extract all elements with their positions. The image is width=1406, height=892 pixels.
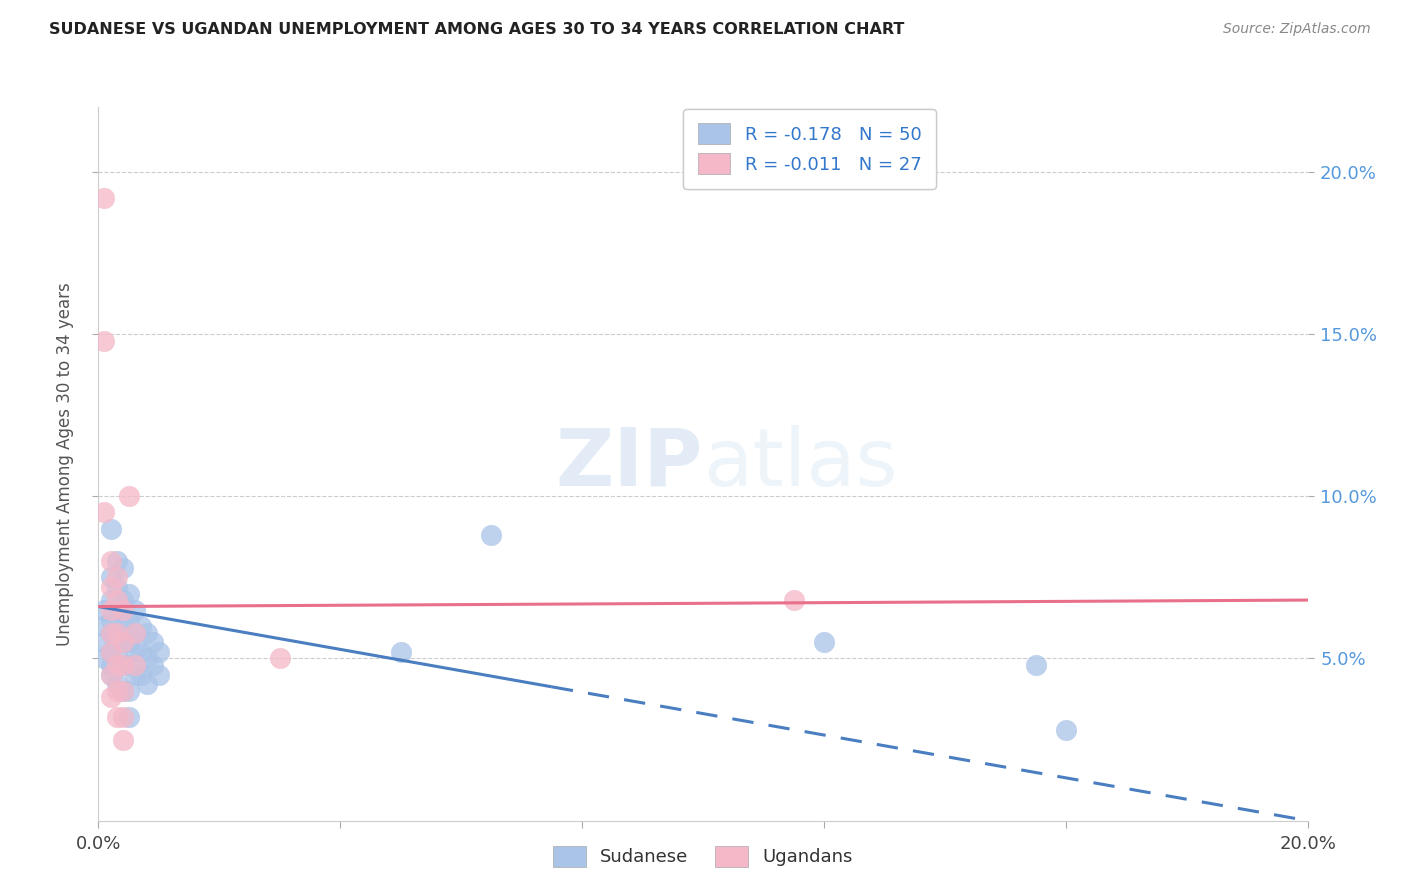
Point: [100, 667, 122, 681]
Point: [100, 625, 122, 640]
Text: Source: ZipAtlas.com: Source: ZipAtlas.com: [1223, 22, 1371, 37]
Point: [118, 684, 141, 698]
Point: [813, 635, 835, 649]
Point: [111, 635, 134, 649]
Point: [100, 593, 122, 607]
Point: [142, 635, 165, 649]
Point: [93, 191, 115, 205]
Point: [105, 677, 128, 691]
Point: [111, 619, 134, 633]
Point: [93, 635, 115, 649]
Legend: Sudanese, Ugandans: Sudanese, Ugandans: [546, 838, 860, 874]
Point: [111, 657, 134, 672]
Point: [100, 690, 122, 705]
Point: [118, 586, 141, 600]
Point: [135, 677, 157, 691]
Point: [100, 554, 122, 568]
Point: [100, 570, 122, 584]
Point: [111, 710, 134, 724]
Point: [105, 625, 128, 640]
Point: [111, 732, 134, 747]
Point: [105, 710, 128, 724]
Point: [93, 334, 115, 348]
Point: [93, 603, 115, 617]
Point: [118, 657, 141, 672]
Point: [135, 625, 157, 640]
Point: [142, 657, 165, 672]
Point: [111, 603, 134, 617]
Point: [389, 645, 412, 659]
Point: [148, 667, 170, 681]
Point: [105, 657, 128, 672]
Point: [105, 593, 128, 607]
Point: [124, 645, 146, 659]
Text: SUDANESE VS UGANDAN UNEMPLOYMENT AMONG AGES 30 TO 34 YEARS CORRELATION CHART: SUDANESE VS UGANDAN UNEMPLOYMENT AMONG A…: [49, 22, 904, 37]
Text: ZIP: ZIP: [555, 425, 703, 503]
Point: [111, 560, 134, 574]
Point: [100, 522, 122, 536]
Point: [1054, 723, 1077, 737]
Point: [124, 657, 146, 672]
Point: [105, 554, 128, 568]
Point: [93, 506, 115, 520]
Point: [783, 593, 806, 607]
Point: [93, 651, 115, 665]
Point: [100, 613, 122, 627]
Point: [111, 593, 134, 607]
Point: [118, 489, 141, 503]
Point: [1024, 657, 1046, 672]
Point: [129, 619, 152, 633]
Point: [100, 645, 122, 659]
Point: [118, 710, 141, 724]
Point: [100, 657, 122, 672]
Point: [105, 684, 128, 698]
Point: [100, 580, 122, 594]
Point: [105, 570, 128, 584]
Point: [111, 635, 134, 649]
Point: [93, 619, 115, 633]
Point: [118, 635, 141, 649]
Point: [135, 651, 157, 665]
Point: [100, 667, 122, 681]
Point: [129, 645, 152, 659]
Point: [111, 684, 134, 698]
Point: [269, 651, 291, 665]
Point: [105, 625, 128, 640]
Point: [100, 625, 122, 640]
Legend: R = -0.178   N = 50, R = -0.011   N = 27: R = -0.178 N = 50, R = -0.011 N = 27: [683, 109, 936, 188]
Point: [148, 645, 170, 659]
Point: [118, 613, 141, 627]
Point: [100, 603, 122, 617]
Point: [129, 667, 152, 681]
Point: [105, 580, 128, 594]
Point: [124, 667, 146, 681]
Point: [124, 603, 146, 617]
Text: atlas: atlas: [703, 425, 897, 503]
Point: [100, 645, 122, 659]
Point: [124, 625, 146, 640]
Point: [105, 603, 128, 617]
Point: [111, 657, 134, 672]
Point: [105, 657, 128, 672]
Point: [105, 645, 128, 659]
Point: [124, 625, 146, 640]
Point: [111, 684, 134, 698]
Point: [481, 528, 503, 542]
Y-axis label: Unemployment Among Ages 30 to 34 years: Unemployment Among Ages 30 to 34 years: [56, 282, 75, 646]
